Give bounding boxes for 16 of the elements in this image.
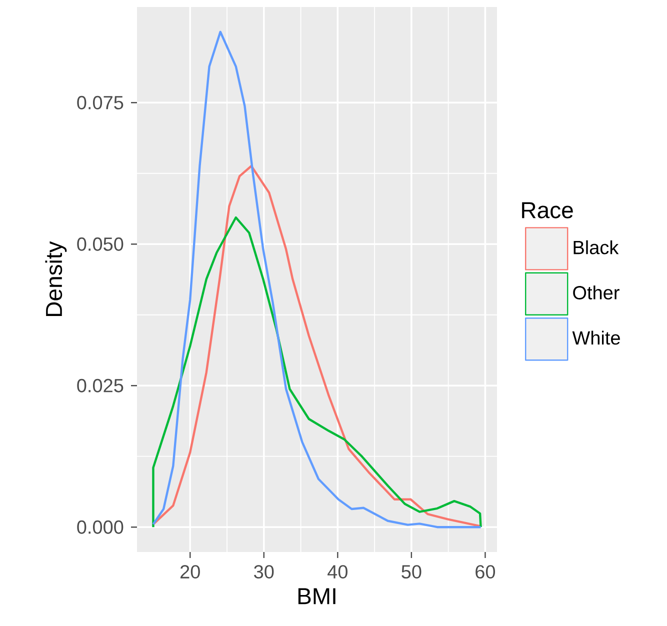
x-tick-label: 60 bbox=[476, 565, 496, 579]
y-tick-label: 0.075 bbox=[77, 96, 124, 110]
legend-title: Race bbox=[522, 202, 573, 218]
y-tick-label: 0.050 bbox=[77, 237, 124, 251]
x-tick-label: 20 bbox=[180, 565, 200, 579]
x-tick-label: 50 bbox=[402, 565, 422, 579]
x-tick-label: 30 bbox=[254, 565, 274, 579]
y-tick-label: 0.000 bbox=[77, 520, 124, 534]
line-series bbox=[152, 30, 482, 528]
legend-label: White bbox=[572, 330, 620, 345]
legend-label: Other bbox=[573, 286, 620, 300]
y-tick-label: 0.025 bbox=[77, 378, 124, 392]
y-axis-title: Density bbox=[45, 241, 67, 316]
x-axis-title: BMI bbox=[298, 588, 336, 604]
legend-label: Black bbox=[574, 240, 619, 254]
x-tick-label: 40 bbox=[328, 565, 348, 579]
